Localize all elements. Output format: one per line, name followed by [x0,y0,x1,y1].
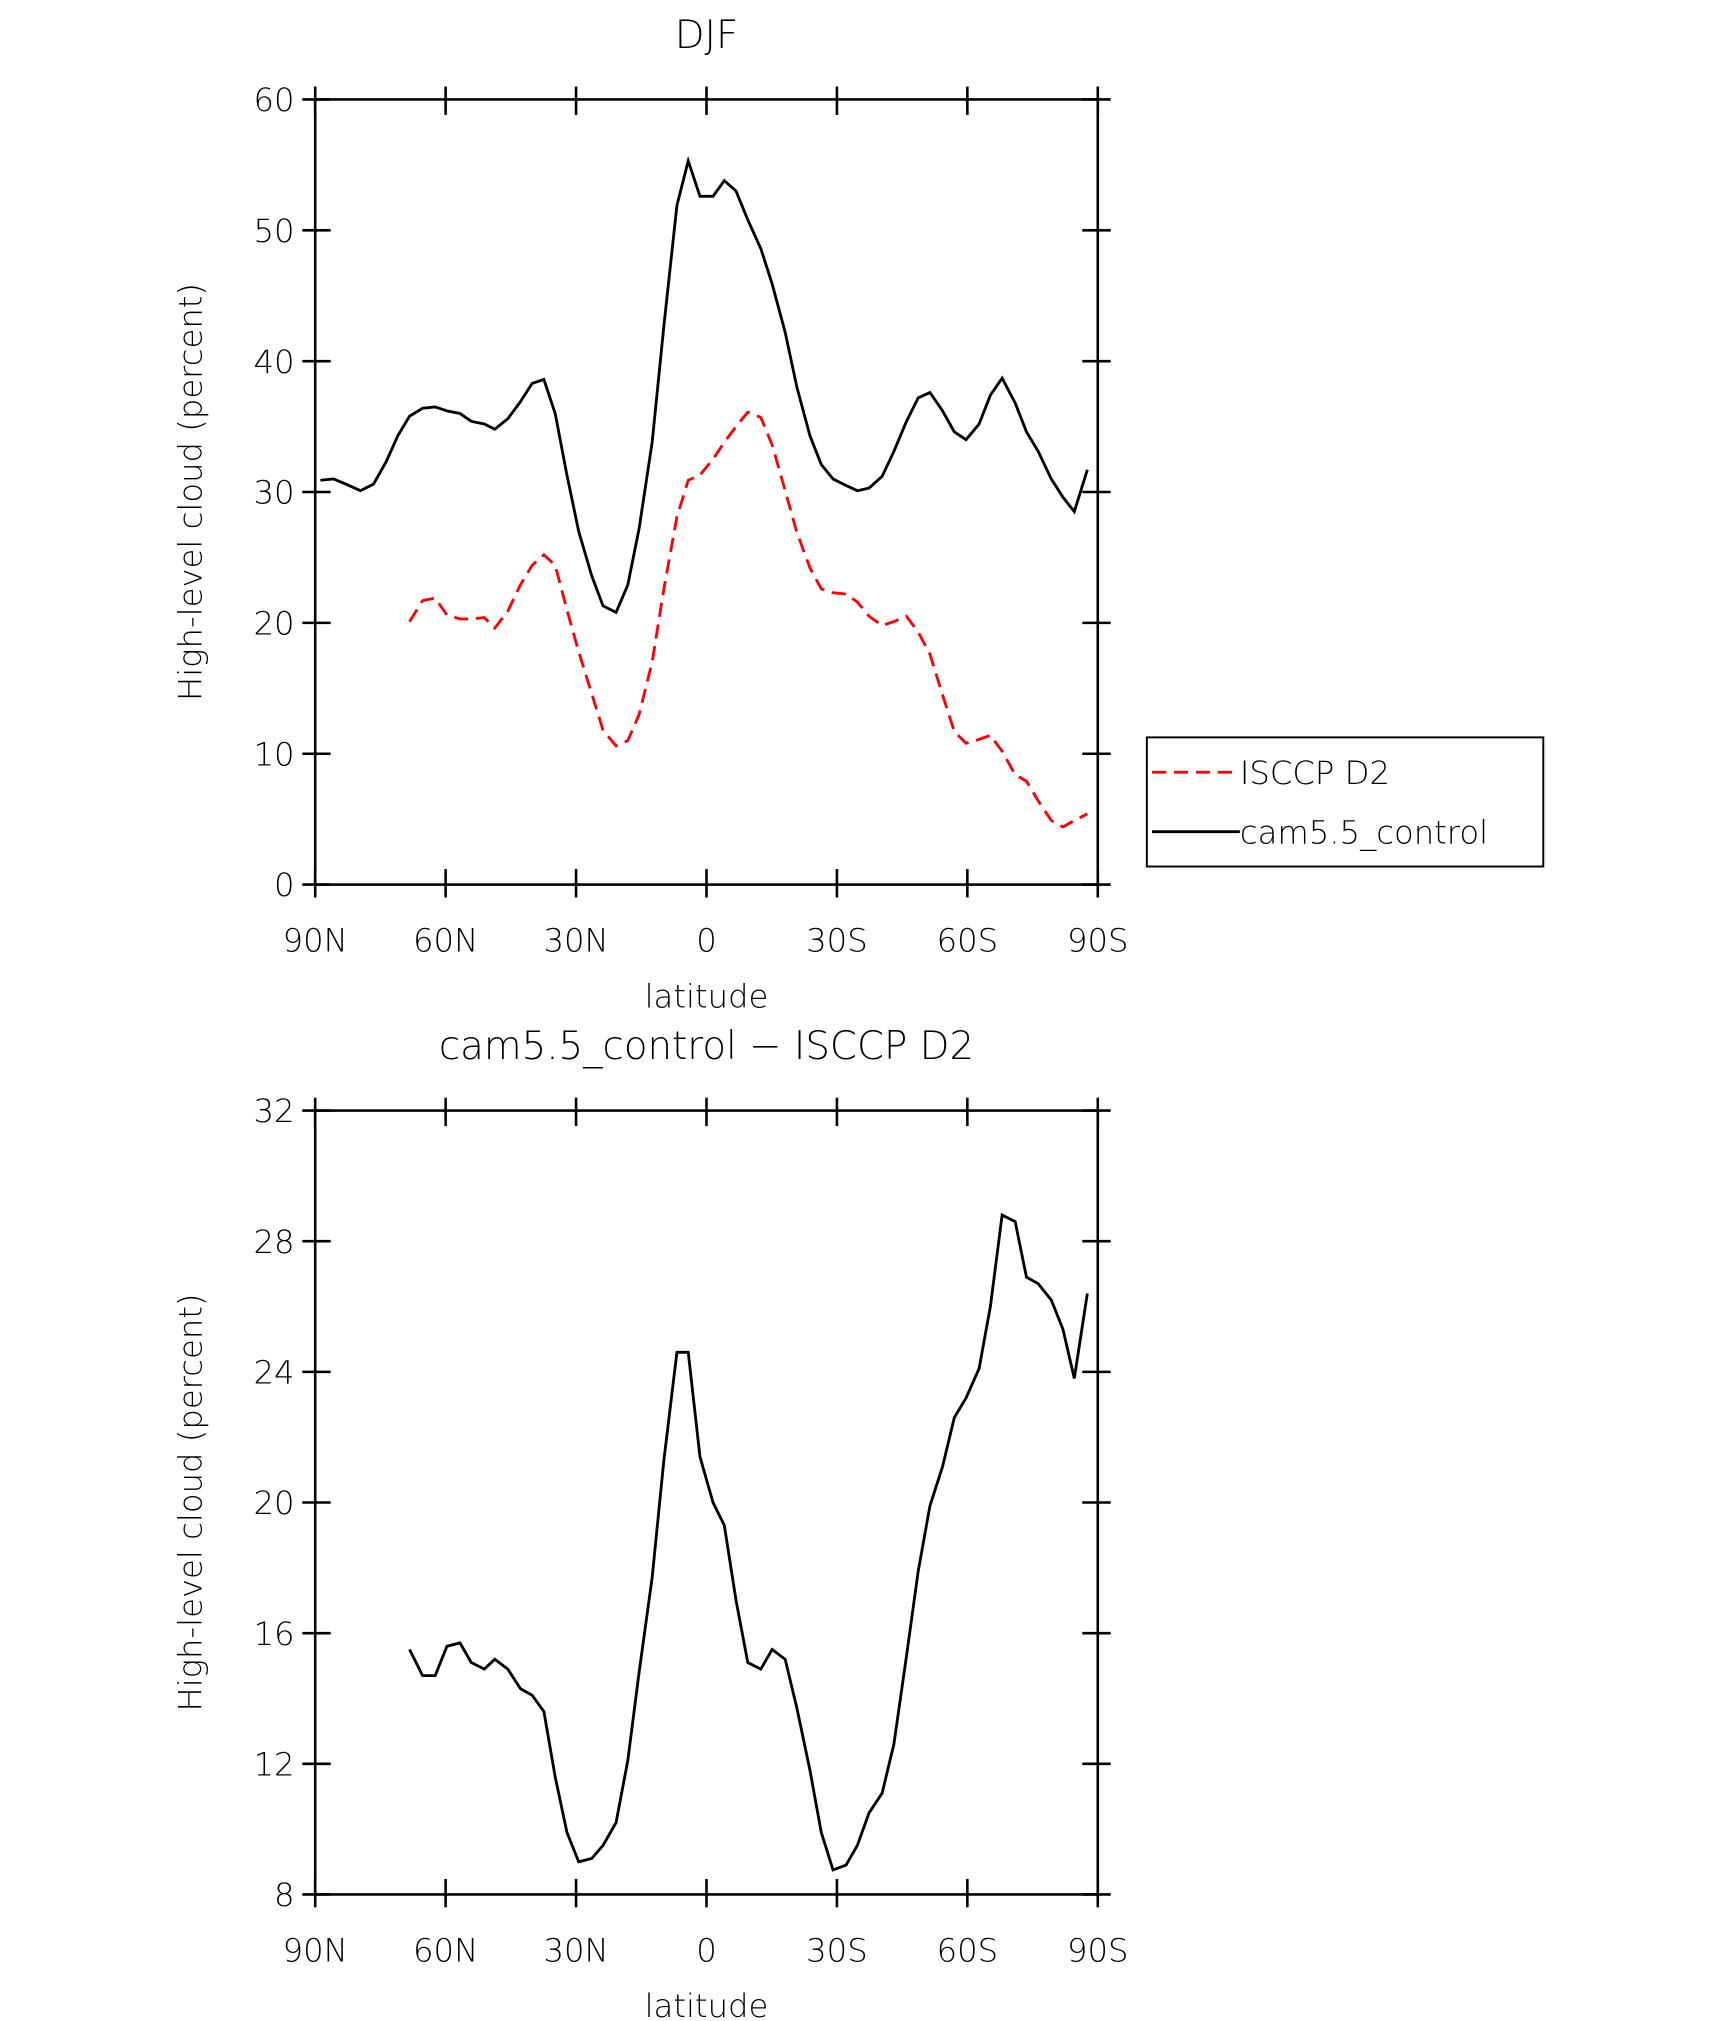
chart-panel: cam5.5_control − ISCCP D2 latitude High-le… [172,1024,1129,2021]
x-tick-label: 0 [696,922,717,960]
x-tick-label: 90S [1067,922,1129,960]
legend-label: ISCCP D2 [1240,754,1390,792]
chart-panel: DJF latitude High-level cloud (percent) 0 10… [172,13,1545,1015]
x-tick-label: 30N [543,922,608,960]
x-tick-label: 0 [696,1932,717,1970]
y-tick-label: 60 [253,81,294,119]
y-tick-label: 24 [253,1353,294,1391]
y-tick-label: 40 [253,343,294,381]
x-tick-label: 60N [413,1932,478,1970]
y-tick-label: 30 [253,474,294,512]
y-tick-label: 20 [253,604,294,642]
x-tick-label: 60N [413,922,478,960]
y-tick-label: 10 [253,735,294,773]
x-tick-label: 90N [283,1932,348,1970]
y-tick-label: 28 [253,1223,294,1261]
legend-box [1145,736,1545,868]
y-tick-label: 20 [253,1484,294,1522]
data-line [408,410,1088,829]
chart-title: cam5.5_control − ISCCP D2 [439,1024,974,1069]
x-tick-label: 90N [283,922,348,960]
y-axis-label: High-level cloud (percent) [172,1293,210,1711]
y-tick-label: 8 [274,1876,295,1914]
data-line [320,155,1089,615]
x-axis-label: latitude [645,1987,769,2021]
chart-title: DJF [675,13,739,58]
y-axis-label: High-level cloud (percent) [172,283,210,701]
data-line [408,1212,1089,1872]
y-tick-label: 0 [274,866,295,904]
x-tick-label: 30S [806,922,868,960]
y-tick-label: 12 [253,1745,294,1783]
plot-frame [313,98,1100,886]
x-tick-label: 30S [806,1932,868,1970]
y-tick-label: 32 [253,1092,294,1130]
x-axis-label: latitude [645,977,769,1015]
x-tick-label: 60S [937,1932,999,1970]
x-tick-label: 30N [543,1932,608,1970]
x-tick-label: 90S [1067,1932,1129,1970]
plot-frame [313,1109,1100,1896]
legend-label: cam5.5_control [1240,813,1488,851]
y-tick-label: 16 [253,1615,294,1653]
legend: ISCCP D2 cam5.5_control [1145,736,1545,868]
x-tick-label: 60S [937,922,999,960]
y-tick-label: 50 [253,212,294,250]
